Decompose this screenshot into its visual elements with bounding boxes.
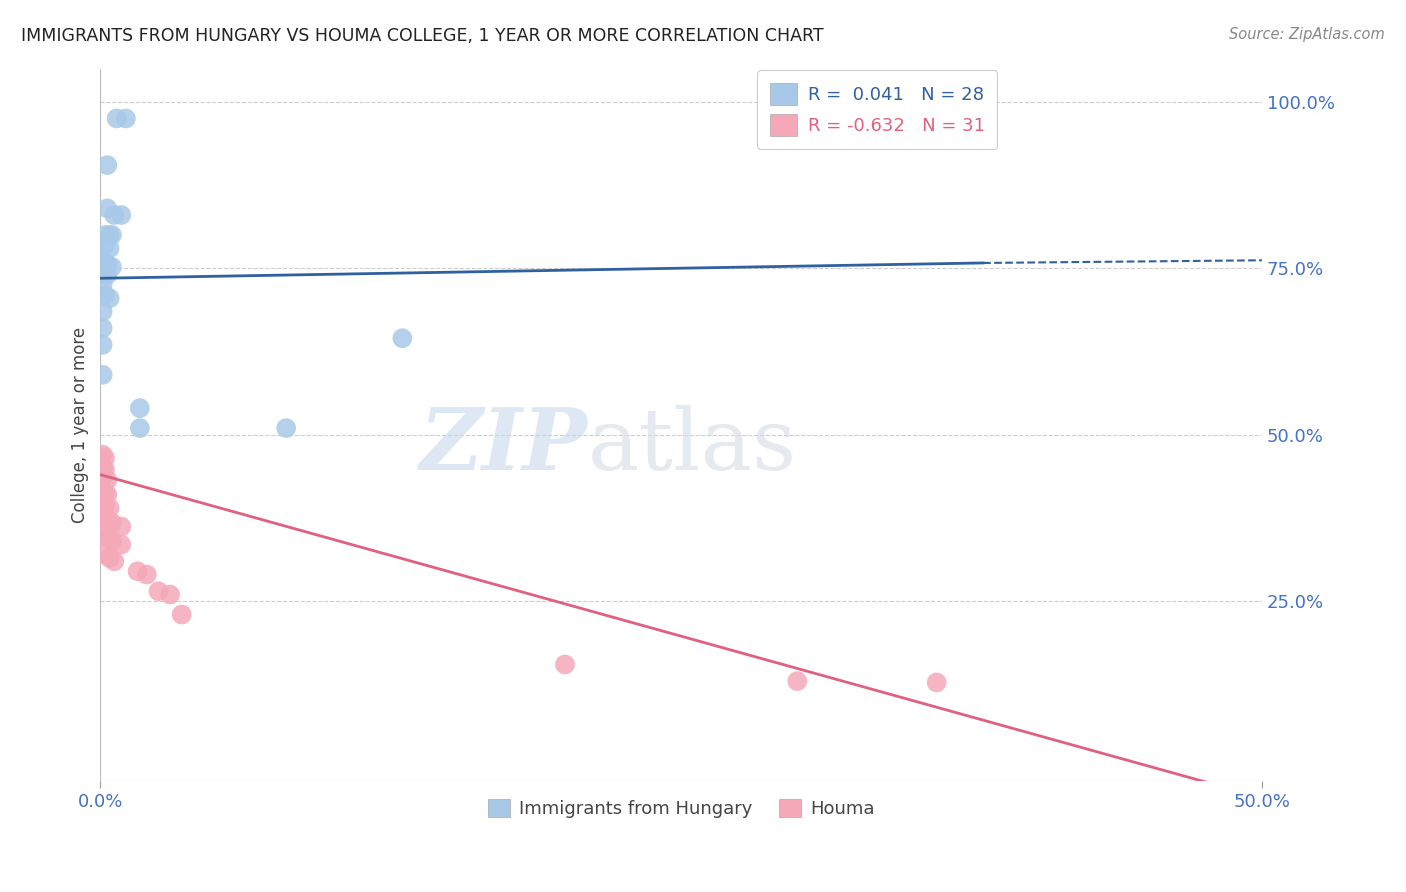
Point	[91, 511, 114, 525]
Point	[101, 534, 124, 549]
Point	[91, 461, 114, 475]
Point	[925, 675, 948, 690]
Point	[91, 254, 114, 268]
Point	[91, 321, 114, 335]
Point	[91, 484, 114, 499]
Point	[91, 368, 114, 382]
Point	[128, 421, 150, 435]
Text: atlas: atlas	[588, 405, 797, 488]
Point	[94, 256, 117, 270]
Point	[128, 401, 150, 416]
Point	[91, 471, 114, 485]
Point	[110, 519, 132, 533]
Point	[98, 241, 121, 255]
Point	[94, 548, 117, 562]
Point	[94, 462, 117, 476]
Point	[94, 451, 117, 466]
Point	[159, 588, 181, 602]
Legend: Immigrants from Hungary, Houma: Immigrants from Hungary, Houma	[481, 791, 882, 825]
Point	[96, 268, 118, 282]
Point	[94, 288, 117, 302]
Point	[554, 657, 576, 672]
Text: IMMIGRANTS FROM HUNGARY VS HOUMA COLLEGE, 1 YEAR OR MORE CORRELATION CHART: IMMIGRANTS FROM HUNGARY VS HOUMA COLLEGE…	[21, 27, 824, 45]
Point	[91, 496, 114, 510]
Point	[98, 227, 121, 242]
Point	[98, 550, 121, 565]
Point	[105, 112, 128, 126]
Point	[103, 208, 125, 222]
Point	[96, 488, 118, 502]
Point	[94, 499, 117, 513]
Point	[96, 531, 118, 545]
Point	[91, 277, 114, 292]
Point	[276, 421, 298, 435]
Point	[101, 227, 124, 242]
Point	[110, 208, 132, 222]
Point	[98, 291, 121, 305]
Point	[170, 607, 193, 622]
Text: ZIP: ZIP	[420, 404, 588, 488]
Point	[91, 338, 114, 352]
Point	[101, 260, 124, 274]
Text: Source: ZipAtlas.com: Source: ZipAtlas.com	[1229, 27, 1385, 42]
Point	[96, 258, 118, 272]
Point	[96, 158, 118, 172]
Point	[115, 112, 138, 126]
Point	[94, 485, 117, 500]
Point	[91, 448, 114, 462]
Point	[98, 500, 121, 515]
Point	[786, 674, 808, 689]
Point	[148, 584, 170, 599]
Point	[94, 238, 117, 252]
Point	[101, 516, 124, 530]
Y-axis label: College, 1 year or more: College, 1 year or more	[72, 326, 89, 523]
Point	[135, 567, 157, 582]
Point	[391, 331, 413, 345]
Point	[110, 538, 132, 552]
Point	[96, 473, 118, 487]
Point	[94, 227, 117, 242]
Point	[91, 267, 114, 281]
Point	[96, 202, 118, 216]
Point	[91, 529, 114, 543]
Point	[103, 554, 125, 568]
Point	[96, 513, 118, 527]
Point	[91, 304, 114, 318]
Point	[127, 564, 149, 578]
